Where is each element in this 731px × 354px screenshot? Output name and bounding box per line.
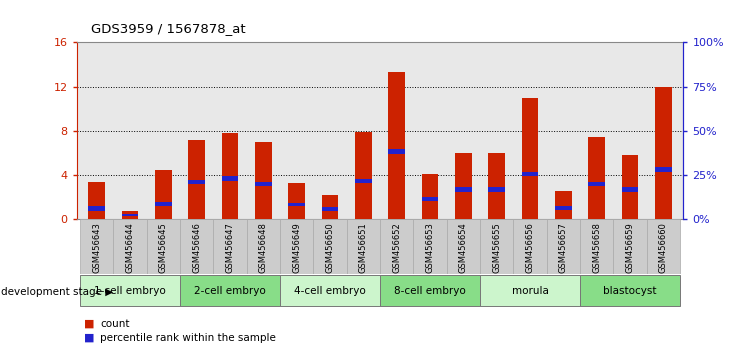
Bar bbox=[314, 219, 346, 274]
Text: GSM456660: GSM456660 bbox=[659, 222, 668, 273]
Bar bbox=[255, 182, 272, 186]
Text: GSM456647: GSM456647 bbox=[226, 222, 235, 273]
Bar bbox=[622, 155, 638, 219]
Bar bbox=[189, 179, 205, 184]
Text: ■: ■ bbox=[84, 333, 94, 343]
Bar bbox=[480, 275, 580, 306]
Bar bbox=[155, 170, 172, 219]
Text: GSM456643: GSM456643 bbox=[92, 222, 102, 273]
Text: count: count bbox=[100, 319, 129, 329]
Text: GSM456645: GSM456645 bbox=[159, 222, 168, 273]
Bar bbox=[113, 219, 147, 274]
Text: GSM456651: GSM456651 bbox=[359, 222, 368, 273]
Text: GSM456653: GSM456653 bbox=[425, 222, 435, 273]
Bar bbox=[555, 191, 572, 219]
Bar bbox=[221, 176, 238, 181]
Bar bbox=[547, 219, 580, 274]
Bar bbox=[388, 72, 405, 219]
Bar bbox=[414, 219, 447, 274]
Text: 4-cell embryo: 4-cell embryo bbox=[295, 286, 366, 296]
Bar bbox=[255, 142, 272, 219]
Bar bbox=[80, 219, 113, 274]
Bar bbox=[455, 153, 471, 219]
Text: GSM456652: GSM456652 bbox=[393, 222, 401, 273]
Bar bbox=[180, 275, 280, 306]
Bar bbox=[380, 275, 480, 306]
Bar bbox=[388, 149, 405, 154]
Bar bbox=[322, 195, 338, 219]
Text: GSM456657: GSM456657 bbox=[559, 222, 568, 273]
Text: GSM456655: GSM456655 bbox=[492, 222, 501, 273]
Bar bbox=[155, 202, 172, 206]
Bar bbox=[213, 219, 247, 274]
Bar bbox=[447, 219, 480, 274]
Text: morula: morula bbox=[512, 286, 548, 296]
Text: ■: ■ bbox=[84, 319, 94, 329]
Bar bbox=[647, 219, 680, 274]
Bar bbox=[180, 219, 213, 274]
Text: GSM456649: GSM456649 bbox=[292, 222, 301, 273]
Text: GSM456656: GSM456656 bbox=[526, 222, 534, 273]
Bar bbox=[522, 98, 539, 219]
Bar bbox=[355, 178, 372, 183]
Bar bbox=[480, 219, 513, 274]
Bar bbox=[247, 219, 280, 274]
Bar bbox=[289, 203, 305, 206]
Bar bbox=[280, 275, 380, 306]
Bar bbox=[513, 219, 547, 274]
Bar bbox=[221, 133, 238, 219]
Bar bbox=[580, 219, 613, 274]
Bar bbox=[122, 211, 138, 219]
Bar bbox=[88, 206, 105, 211]
Text: GSM456659: GSM456659 bbox=[626, 222, 635, 273]
Bar bbox=[522, 172, 539, 176]
Text: development stage ▶: development stage ▶ bbox=[1, 287, 113, 297]
Bar bbox=[555, 206, 572, 210]
Text: 8-cell embryo: 8-cell embryo bbox=[394, 286, 466, 296]
Bar bbox=[346, 219, 380, 274]
Bar bbox=[422, 174, 439, 219]
Bar bbox=[455, 187, 471, 192]
Bar bbox=[280, 219, 314, 274]
Bar bbox=[622, 187, 638, 192]
Text: 2-cell embryo: 2-cell embryo bbox=[194, 286, 266, 296]
Bar bbox=[122, 214, 138, 216]
Bar bbox=[488, 187, 505, 192]
Bar bbox=[80, 275, 180, 306]
Bar bbox=[655, 87, 672, 219]
Bar bbox=[355, 132, 372, 219]
Bar bbox=[588, 137, 605, 219]
Text: GSM456648: GSM456648 bbox=[259, 222, 268, 273]
Bar bbox=[189, 140, 205, 219]
Text: GSM456646: GSM456646 bbox=[192, 222, 201, 273]
Bar bbox=[322, 207, 338, 211]
Text: GDS3959 / 1567878_at: GDS3959 / 1567878_at bbox=[91, 22, 246, 35]
Text: GSM456654: GSM456654 bbox=[459, 222, 468, 273]
Text: GSM456644: GSM456644 bbox=[126, 222, 135, 273]
Bar bbox=[655, 167, 672, 172]
Bar bbox=[289, 183, 305, 219]
Text: GSM456650: GSM456650 bbox=[325, 222, 335, 273]
Text: 1-cell embryo: 1-cell embryo bbox=[94, 286, 166, 296]
Bar bbox=[613, 219, 647, 274]
Text: blastocyst: blastocyst bbox=[603, 286, 657, 296]
Text: GSM456658: GSM456658 bbox=[592, 222, 602, 273]
Bar bbox=[422, 197, 439, 201]
Bar bbox=[88, 182, 105, 219]
Bar bbox=[488, 153, 505, 219]
Bar bbox=[380, 219, 414, 274]
Bar bbox=[147, 219, 180, 274]
Bar bbox=[588, 182, 605, 186]
Text: percentile rank within the sample: percentile rank within the sample bbox=[100, 333, 276, 343]
Bar bbox=[580, 275, 680, 306]
